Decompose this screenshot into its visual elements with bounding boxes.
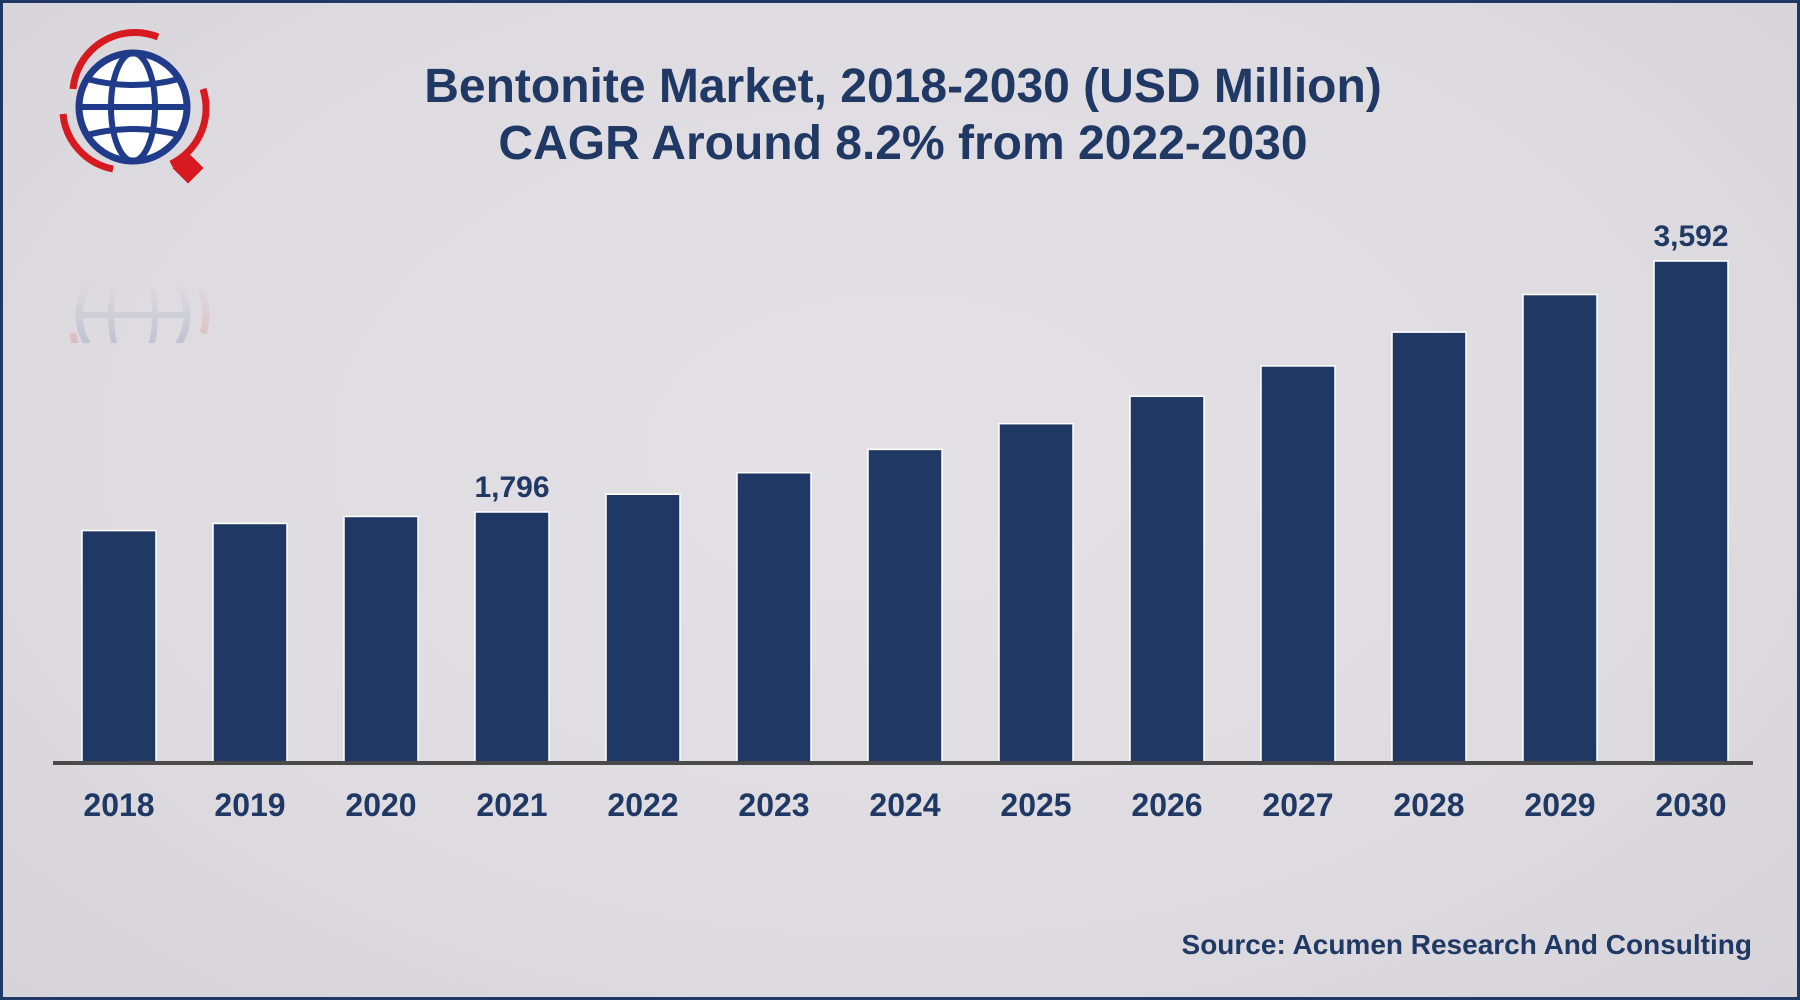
bar-2023 [736,471,812,764]
x-tick-label: 2029 [1524,787,1595,823]
chart-subtitle: CAGR Around 8.2% from 2022-2030 [498,117,1308,170]
bar-2018 [81,529,157,764]
bar-2025 [998,422,1074,764]
x-tick-label: 2028 [1393,787,1464,823]
x-tick-label: 2024 [869,787,940,823]
chart-title: Bentonite Market, 2018-2030 (USD Million… [424,60,1382,113]
data-label-2030: 3,592 [1653,220,1728,253]
bar-2029 [1522,293,1598,764]
bar-2027 [1260,365,1336,764]
x-tick-label: 2023 [738,787,809,823]
bar-2028 [1391,331,1467,764]
bar-2024 [867,448,943,764]
globe-logo-icon [53,29,223,194]
source-note: Source: Acumen Research And Consulting [1181,929,1752,960]
x-tick-label: 2030 [1655,787,1726,823]
bar-2022 [605,493,681,764]
x-tick-label: 2019 [214,787,285,823]
x-tick-label: 2020 [345,787,416,823]
bar-2019 [212,522,288,764]
bar-2030 [1653,260,1729,764]
x-tick-label: 2026 [1131,787,1202,823]
data-label-2021: 1,796 [474,471,549,504]
x-tick-label: 2021 [476,787,547,823]
globe-logo-reflection-icon [53,233,223,393]
x-tick-label: 2025 [1000,787,1071,823]
x-tick-label: 2027 [1262,787,1333,823]
bar-2020 [343,515,419,764]
bar-2021 [474,511,550,764]
x-tick-label: 2018 [83,787,154,823]
bar-chart: 2018 2019 2020 2021 1,796 2022 2023 2024 2025 202… [53,220,1753,823]
x-tick-label: 2022 [607,787,678,823]
bar-2026 [1129,395,1205,764]
